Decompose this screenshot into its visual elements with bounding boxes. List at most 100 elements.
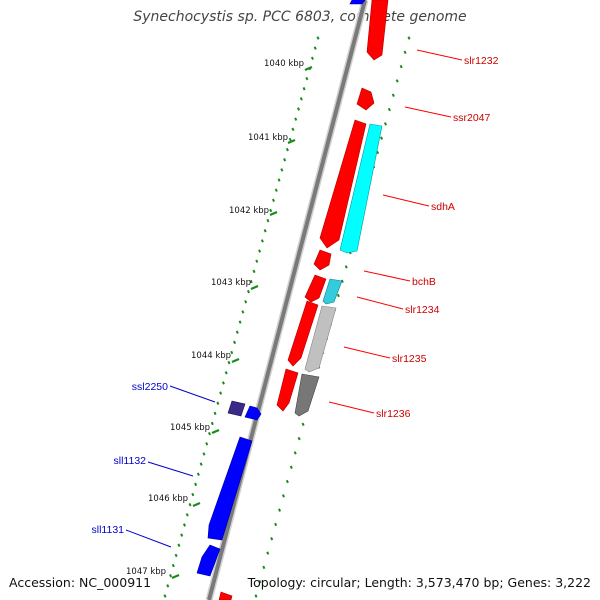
ruler-dot xyxy=(258,579,262,584)
genome-summary-text: Topology: circular; Length: 3,573,470 bp… xyxy=(247,575,591,590)
gene-ssr2047-arrow[interactable] xyxy=(356,87,375,111)
accession-text: Accession: NC_000911 xyxy=(9,575,152,590)
kbp-label-1047: 1047 kbp xyxy=(126,567,166,577)
ruler-dot xyxy=(182,523,186,527)
gene-label-ssr2047[interactable]: ssr2047 xyxy=(453,112,491,124)
ruler-dot xyxy=(213,411,217,416)
ruler-dot xyxy=(263,229,267,233)
kbp-label-1044: 1044 kbp xyxy=(191,351,231,361)
ruler-dot xyxy=(258,249,262,253)
kbp-label-1041: 1041 kbp xyxy=(248,133,288,143)
ruler-dot xyxy=(202,452,206,456)
ruler-dot xyxy=(174,553,178,558)
gene-slr1236-arrow[interactable] xyxy=(276,368,299,412)
ruler-dot xyxy=(278,508,282,512)
ruler-dot xyxy=(270,537,274,541)
gene-bottom-forward-arrow[interactable] xyxy=(218,591,233,600)
ruler-dot xyxy=(266,551,270,555)
gene-sll1132-arrow[interactable] xyxy=(207,436,253,541)
leader-slr1234 xyxy=(356,296,404,310)
gene-ssl2250-match-arrow[interactable] xyxy=(227,400,246,417)
ruler-dot xyxy=(285,147,289,152)
ruler-dot xyxy=(293,451,297,455)
leader-slr1232 xyxy=(416,49,463,61)
leader-sll1131 xyxy=(125,529,172,548)
gene-label-slr1235[interactable]: slr1235 xyxy=(392,353,427,365)
ruler-dot xyxy=(399,64,403,69)
kbp-label-1042: 1042 kbp xyxy=(229,206,269,216)
ruler-dot xyxy=(230,350,234,355)
ruler-dot xyxy=(340,279,344,283)
gene-slr1235-match-arrow[interactable] xyxy=(304,305,337,373)
ruler-dot xyxy=(274,522,278,527)
gene-label-slr1232[interactable]: slr1232 xyxy=(464,55,499,67)
ruler-dot xyxy=(387,107,391,112)
genome-backbone xyxy=(207,0,367,600)
ruler-dot xyxy=(219,391,223,395)
ruler-dot xyxy=(252,269,256,274)
gene-label-sll1132[interactable]: sll1132 xyxy=(114,455,147,467)
gene-slr1235-arrow[interactable] xyxy=(287,300,319,367)
gene-top-reverse-arrow[interactable] xyxy=(349,0,366,5)
leader-sdhA xyxy=(382,194,430,207)
ruler-dot xyxy=(391,93,395,97)
gene-label-sdhA[interactable]: sdhA xyxy=(431,201,455,213)
gene-sdhA-match-arrow[interactable] xyxy=(339,123,383,254)
ruler-dot xyxy=(208,431,212,436)
gene-bchB-arrow[interactable] xyxy=(313,249,332,271)
ruler-dot xyxy=(288,137,292,142)
ruler-dot xyxy=(395,79,399,83)
ruler-dot xyxy=(289,465,293,469)
leader-slr1236 xyxy=(328,401,375,414)
ruler-dot xyxy=(235,330,239,334)
kbp-labels: 1040 kbp 1041 kbp 1042 kbp 1043 kbp 1044… xyxy=(126,59,304,577)
ruler-dot xyxy=(191,492,195,497)
ruler-dot xyxy=(254,594,258,598)
ruler-dot xyxy=(316,36,320,40)
ruler-dot xyxy=(277,178,281,182)
ruler-dot xyxy=(376,150,380,155)
kbp-ticks xyxy=(171,65,313,580)
leader-bchB xyxy=(363,270,411,282)
ruler-dot xyxy=(199,462,203,466)
gene-slr1234-arrow[interactable] xyxy=(304,274,327,303)
leader-ssl2250 xyxy=(169,385,216,403)
ruler-dot xyxy=(221,381,225,385)
gene-slr1234-match-arrow[interactable] xyxy=(322,278,343,305)
gene-sll1131-arrow[interactable] xyxy=(196,544,221,577)
ruler-dot xyxy=(210,421,214,426)
ruler-dot xyxy=(249,279,253,284)
gene-label-slr1234[interactable]: slr1234 xyxy=(405,304,440,316)
ruler-dot xyxy=(180,533,184,537)
ruler-dot xyxy=(185,513,189,517)
ruler-dot xyxy=(196,472,200,476)
ruler-track-left xyxy=(163,36,320,598)
ruler-dot xyxy=(246,289,250,294)
ruler-dot xyxy=(403,50,407,55)
gene-labels: slr1232 ssr2047 sdhA bchB slr1234 slr123… xyxy=(92,55,499,536)
gene-label-bchB[interactable]: bchB xyxy=(412,276,436,288)
leader-slr1235 xyxy=(343,346,391,359)
kbp-label-1040: 1040 kbp xyxy=(264,59,304,69)
gene-ssl2250-arrow[interactable] xyxy=(244,405,262,421)
ruler-dot xyxy=(299,97,303,101)
gene-slr1232-arrow[interactable] xyxy=(366,0,389,61)
gene-label-sll1131[interactable]: sll1131 xyxy=(92,524,125,536)
ruler-dot xyxy=(216,401,220,405)
ruler-dot xyxy=(274,188,278,192)
ruler-dot xyxy=(281,494,285,498)
gene-sdhA-arrow[interactable] xyxy=(319,119,367,249)
ruler-dot xyxy=(407,36,411,40)
ruler-dot xyxy=(163,594,167,598)
gene-label-slr1236[interactable]: slr1236 xyxy=(376,408,411,420)
ruler-dot xyxy=(255,259,259,263)
ruler-dot xyxy=(224,371,228,375)
ruler-dot xyxy=(266,218,270,223)
ruler-dot xyxy=(305,76,309,81)
forward-genes xyxy=(218,0,389,600)
kbp-label-1046: 1046 kbp xyxy=(148,494,188,504)
gene-slr1236-match-arrow[interactable] xyxy=(294,373,320,417)
ruler-dot xyxy=(291,127,295,132)
gene-label-ssl2250[interactable]: ssl2250 xyxy=(132,381,168,393)
